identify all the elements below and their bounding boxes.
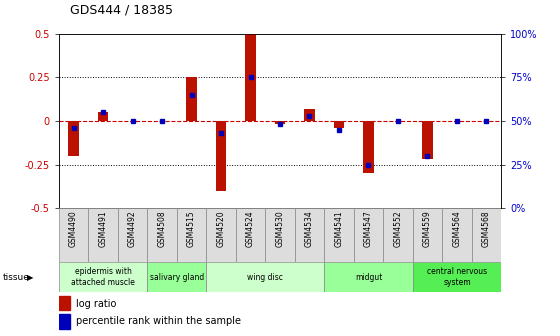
Text: central nervous
system: central nervous system	[427, 267, 487, 287]
Text: ▶: ▶	[27, 273, 34, 282]
Text: epidermis with
attached muscle: epidermis with attached muscle	[71, 267, 135, 287]
Bar	[295, 208, 324, 262]
Bar	[275, 121, 285, 124]
Bar	[236, 208, 265, 262]
Text: GSM4541: GSM4541	[334, 210, 343, 247]
Text: tissue: tissue	[3, 273, 30, 282]
Text: GSM4524: GSM4524	[246, 210, 255, 247]
Text: GSM4559: GSM4559	[423, 210, 432, 247]
Bar	[472, 208, 501, 262]
Bar	[147, 208, 177, 262]
Bar	[59, 262, 147, 292]
Bar	[422, 121, 433, 159]
Text: GSM4547: GSM4547	[364, 210, 373, 247]
Bar	[363, 121, 374, 173]
Text: GSM4492: GSM4492	[128, 210, 137, 247]
Text: GSM4568: GSM4568	[482, 210, 491, 247]
Bar	[324, 208, 354, 262]
Text: GSM4564: GSM4564	[452, 210, 461, 247]
Bar	[59, 314, 70, 329]
Bar	[413, 208, 442, 262]
Text: GSM4515: GSM4515	[187, 210, 196, 247]
Bar	[98, 112, 108, 121]
Bar	[206, 208, 236, 262]
Bar	[88, 208, 118, 262]
Text: GSM4552: GSM4552	[394, 210, 403, 247]
Bar	[442, 208, 472, 262]
Text: wing disc: wing disc	[248, 273, 283, 282]
Text: GSM4491: GSM4491	[99, 210, 108, 247]
Bar	[383, 208, 413, 262]
Text: percentile rank within the sample: percentile rank within the sample	[77, 317, 241, 326]
Text: GSM4490: GSM4490	[69, 210, 78, 247]
Bar	[147, 262, 206, 292]
Bar	[177, 208, 206, 262]
Bar	[354, 208, 383, 262]
Text: GSM4534: GSM4534	[305, 210, 314, 247]
Text: GDS444 / 18385: GDS444 / 18385	[70, 4, 173, 17]
Bar	[413, 262, 501, 292]
Text: log ratio: log ratio	[77, 299, 117, 308]
Text: GSM4530: GSM4530	[276, 210, 284, 247]
Bar	[324, 262, 413, 292]
Bar	[206, 262, 324, 292]
Bar	[304, 109, 315, 121]
Text: GSM4508: GSM4508	[157, 210, 166, 247]
Bar	[245, 34, 256, 121]
Bar	[334, 121, 344, 128]
Bar	[68, 121, 79, 156]
Text: salivary gland: salivary gland	[150, 273, 204, 282]
Bar	[216, 121, 226, 191]
Bar	[265, 208, 295, 262]
Bar	[118, 208, 147, 262]
Text: midgut: midgut	[355, 273, 382, 282]
Bar	[59, 296, 70, 310]
Text: GSM4520: GSM4520	[217, 210, 226, 247]
Bar	[59, 208, 88, 262]
Bar	[186, 77, 197, 121]
